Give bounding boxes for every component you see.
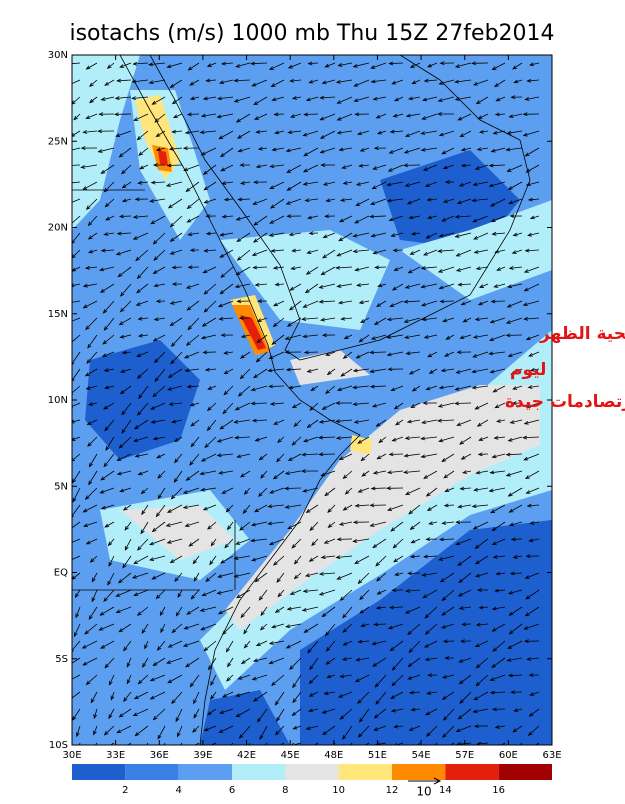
colorbar-swatch xyxy=(499,764,552,780)
colorbar-label: 6 xyxy=(229,785,235,796)
colorbar-label: 4 xyxy=(175,785,181,796)
lon-tick-label: 48E xyxy=(324,750,343,761)
colorbar-swatch xyxy=(285,764,338,780)
lat-tick-label: 5N xyxy=(54,481,68,492)
lon-tick-label: 39E xyxy=(193,750,212,761)
colorbar-swatch xyxy=(125,764,178,780)
wind-vector-head xyxy=(65,62,69,65)
title: isotachs (m/s) 1000 mb Thu 15Z 27feb2014 xyxy=(69,21,554,46)
colorbar-label: 14 xyxy=(439,785,452,796)
wind-vector-head xyxy=(140,752,143,756)
wind-vector-head xyxy=(68,301,72,304)
lon-tick-label: 51E xyxy=(368,750,387,761)
annotation-line: رتصادمات جيدة xyxy=(505,392,625,412)
wind-vector xyxy=(304,114,318,115)
colorbar-swatch xyxy=(232,764,285,780)
wind-vector-head xyxy=(357,746,361,749)
wind-vector-head xyxy=(306,747,310,750)
colorbar: 2 4 6 8 10 12 14 16 xyxy=(72,764,552,796)
colorbar-swatch xyxy=(392,764,445,780)
wind-vector xyxy=(440,301,454,302)
lat-tick-label: EQ xyxy=(54,568,68,579)
colorbar-label: 16 xyxy=(492,785,505,796)
wind-vector-head xyxy=(177,746,180,750)
wind-vector-head xyxy=(67,320,71,323)
wind-vector-head xyxy=(67,528,71,531)
lon-tick-label: 63E xyxy=(542,750,561,761)
wind-vector-head xyxy=(189,745,193,748)
colorbar-label: 10 xyxy=(332,785,345,796)
wind-vector-head xyxy=(68,698,72,701)
colorbar-swatch xyxy=(72,764,125,780)
reference-label: 10 xyxy=(416,785,431,799)
lon-tick-label: 54E xyxy=(412,750,431,761)
wind-vector-head xyxy=(68,342,72,346)
wind-vector xyxy=(455,403,471,404)
wind-vector-head xyxy=(203,746,207,749)
lon-tick-label: 42E xyxy=(237,750,256,761)
annotation-line: =الرياح السطحية الظهر xyxy=(539,324,625,344)
wind-vector xyxy=(492,301,505,302)
colorbar-swatch xyxy=(445,764,498,780)
wind-vector-head xyxy=(67,542,71,545)
lon-tick-label: 36E xyxy=(150,750,169,761)
wind-vector-head xyxy=(259,750,262,754)
lat-tick-label: 5S xyxy=(55,654,68,665)
lat-tick-label: 20N xyxy=(48,223,68,234)
colorbar-label: 8 xyxy=(282,785,288,796)
wind-vector-head xyxy=(526,748,530,751)
colorbar-swatch xyxy=(339,764,392,780)
wind-vector-head xyxy=(65,202,69,205)
lon-tick-label: 60E xyxy=(499,750,518,761)
lat-tick-label: 10N xyxy=(48,395,68,406)
wind-vector-head xyxy=(90,749,93,753)
colorbar-label: 12 xyxy=(386,785,399,796)
lon-tick-label: 45E xyxy=(281,750,300,761)
lon-tick-label: 30E xyxy=(62,750,81,761)
lat-tick-label: 25N xyxy=(48,136,68,147)
lat-tick-label: 15N xyxy=(48,309,68,320)
wind-vector-head xyxy=(101,747,105,750)
wind-vector xyxy=(252,403,267,404)
lon-tick-label: 33E xyxy=(106,750,125,761)
wind-vector xyxy=(285,488,301,489)
wind-vector-head xyxy=(440,748,444,751)
wind-vector-head xyxy=(68,82,72,85)
wind-vector-head xyxy=(68,149,72,152)
lon-tick-label: 57E xyxy=(455,750,474,761)
wind-vector-head xyxy=(221,750,225,754)
wind-vector-head xyxy=(65,164,69,167)
wind-vector xyxy=(168,165,182,166)
wind-vector-head xyxy=(64,182,68,185)
colorbar-label: 2 xyxy=(122,785,128,796)
wind-vector xyxy=(269,386,284,387)
annotation-line: ليوم xyxy=(510,360,546,380)
lat-tick-label: 30N xyxy=(48,50,68,61)
wind-vector xyxy=(305,352,318,353)
lat-tick-label: 10S xyxy=(49,740,68,751)
colorbar-swatch xyxy=(179,764,232,780)
wind-vector-head xyxy=(66,679,70,682)
